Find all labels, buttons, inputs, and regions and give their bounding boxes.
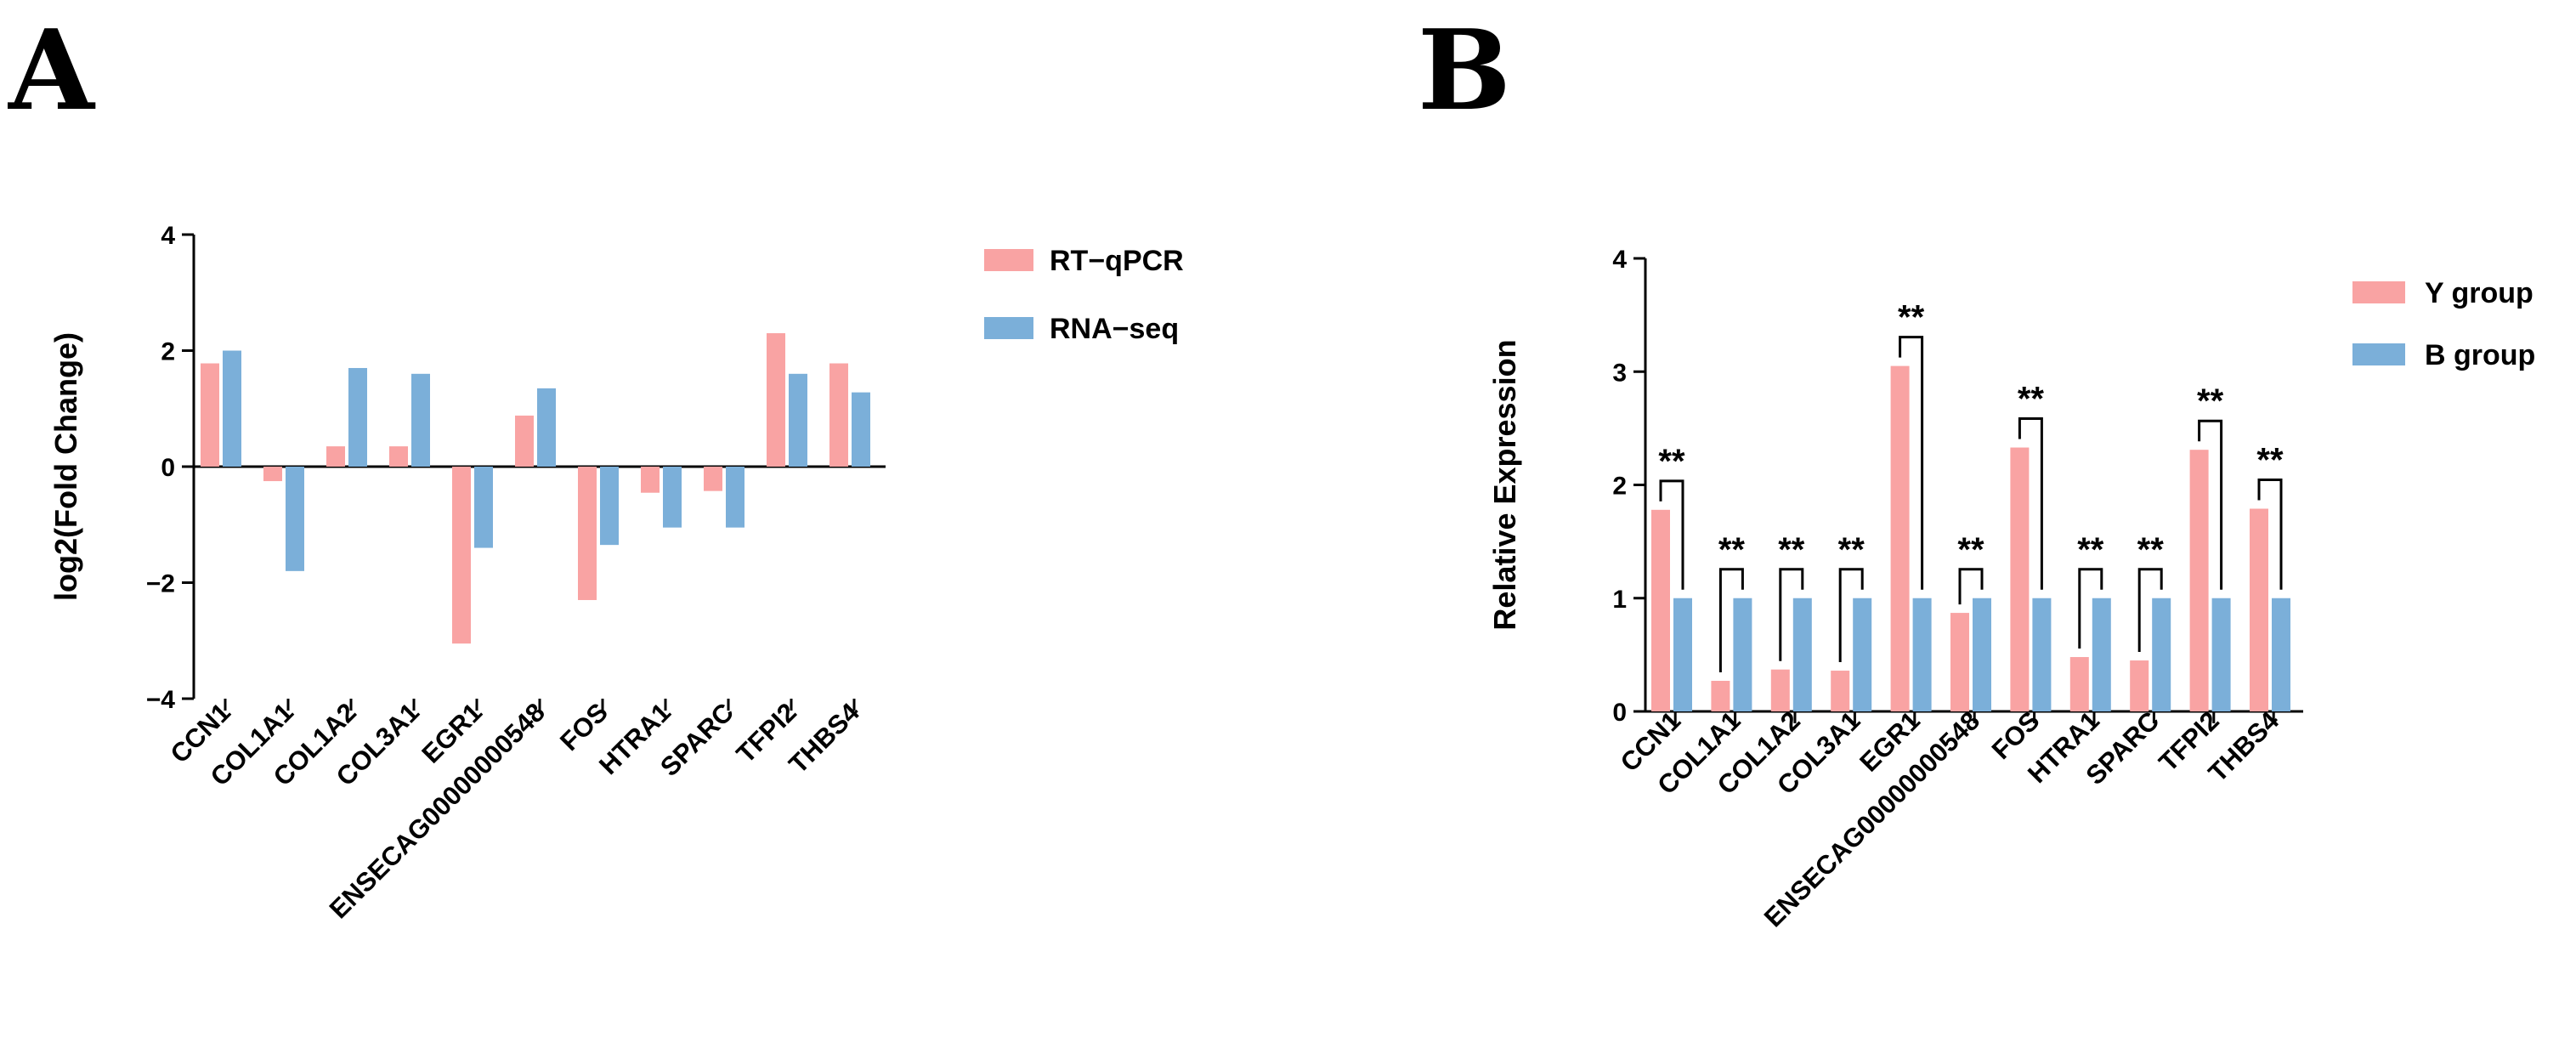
- bar-series-2: [348, 367, 367, 467]
- significance-label: **: [1658, 443, 1685, 480]
- significance-label: **: [2197, 382, 2224, 420]
- bar-series-2: [411, 373, 430, 467]
- bar-series-1: [452, 467, 471, 644]
- significance-bracket: [2198, 419, 2223, 590]
- y-axis-title: Relative Expression: [1487, 339, 1522, 630]
- panel-letter-b: B: [1418, 5, 1511, 135]
- bar-series-2: [2272, 598, 2290, 711]
- significance-label: **: [2077, 531, 2104, 569]
- significance-label: **: [2137, 531, 2165, 569]
- bar-series-1: [829, 363, 848, 467]
- bar-series-1: [201, 363, 219, 467]
- significance-bracket: [2257, 478, 2283, 590]
- y-tick-label: 2: [161, 338, 175, 366]
- bar-series-2: [2092, 598, 2111, 711]
- bar-series-2: [2152, 598, 2171, 711]
- y-tick-label: 0: [1612, 699, 1627, 727]
- bar-series-2: [852, 392, 870, 467]
- significance-bracket: [2137, 568, 2163, 653]
- bar-series-2: [663, 467, 682, 528]
- significance-label: **: [1898, 299, 1925, 337]
- legend-label: B group: [2425, 339, 2535, 371]
- legend-swatch: [984, 249, 1033, 271]
- bar-series-1: [515, 415, 534, 467]
- significance-bracket: [1838, 568, 1864, 663]
- bar-series-1: [641, 467, 660, 493]
- significance-bracket: [1659, 479, 1684, 590]
- bar-series-1: [389, 446, 408, 467]
- bar-series-2: [537, 388, 556, 467]
- bar-series-2: [1853, 598, 1872, 711]
- y-axis-title: log2(Fold Change): [48, 332, 83, 601]
- bar-series-2: [286, 467, 304, 571]
- bar-series-2: [1733, 598, 1752, 711]
- legend-label: RNA−seq: [1050, 313, 1179, 345]
- bar-series-2: [1973, 598, 1991, 711]
- bar-series-2: [1673, 598, 1692, 711]
- significance-bracket: [1899, 336, 1924, 590]
- significance-label: **: [1838, 531, 1865, 569]
- panel-letter-a: A: [7, 5, 96, 135]
- bar-series-1: [1890, 365, 1910, 711]
- bar-series-2: [1792, 598, 1812, 711]
- bar-series-1: [1711, 681, 1730, 711]
- significance-label: **: [2018, 381, 2045, 418]
- significance-bracket: [1779, 568, 1804, 661]
- bar-series-2: [474, 467, 493, 548]
- y-tick-label: 3: [1612, 359, 1627, 387]
- bar-series-1: [2010, 447, 2030, 711]
- y-tick-label: 4: [161, 222, 175, 250]
- bar-series-1: [578, 467, 597, 600]
- y-tick-label: 4: [1612, 246, 1627, 274]
- y-tick-label: −2: [146, 570, 175, 598]
- bar-series-1: [1651, 509, 1670, 711]
- legend-label: RT−qPCR: [1050, 245, 1184, 277]
- legend-swatch: [984, 317, 1033, 339]
- legend-swatch: [2352, 281, 2405, 303]
- x-tick-label: THBS4: [783, 697, 865, 779]
- bar-series-2: [600, 467, 619, 546]
- significance-label: **: [1957, 531, 1984, 569]
- significance-label: **: [1718, 531, 1746, 569]
- bar-series-1: [1770, 669, 1790, 711]
- bar-series-1: [1831, 671, 1850, 711]
- significance-bracket: [1718, 568, 1744, 673]
- legend-swatch: [2352, 343, 2405, 365]
- y-tick-label: 1: [1612, 586, 1627, 614]
- bar-series-2: [2032, 598, 2052, 711]
- bar-series-1: [2189, 450, 2209, 711]
- bar-series-1: [2069, 657, 2089, 711]
- legend-label: Y group: [2425, 277, 2534, 309]
- significance-bracket: [1958, 568, 1984, 605]
- significance-bracket: [2078, 568, 2103, 649]
- y-tick-label: 2: [1612, 473, 1627, 501]
- bar-series-2: [789, 373, 807, 467]
- significance-label: **: [2256, 441, 2284, 479]
- bar-series-2: [726, 467, 744, 528]
- significance-label: **: [1778, 531, 1805, 569]
- bar-series-2: [223, 350, 241, 467]
- bar-series-1: [2130, 660, 2149, 711]
- bar-series-1: [704, 467, 722, 491]
- bar-series-1: [1950, 613, 1969, 711]
- bar-series-2: [2211, 598, 2231, 711]
- significance-bracket: [2018, 417, 2043, 590]
- bar-series-1: [326, 446, 345, 467]
- bar-series-1: [263, 467, 282, 482]
- y-tick-label: −4: [146, 686, 176, 714]
- bar-series-1: [767, 333, 785, 467]
- bar-series-1: [2250, 508, 2268, 711]
- bar-series-2: [1912, 598, 1932, 711]
- y-tick-label: 0: [161, 454, 175, 482]
